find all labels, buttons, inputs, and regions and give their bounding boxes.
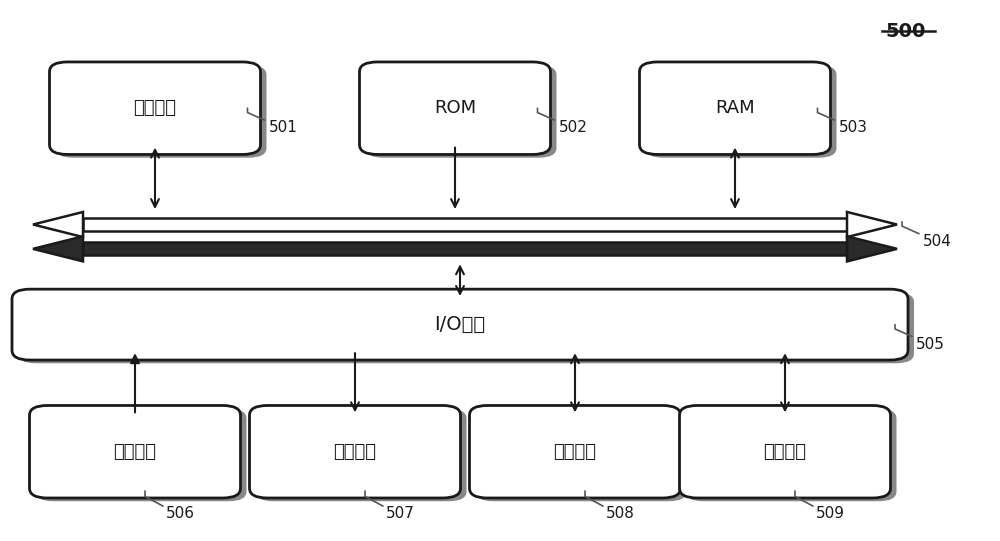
Polygon shape	[847, 236, 897, 261]
Polygon shape	[33, 212, 83, 237]
Polygon shape	[33, 236, 83, 261]
Text: 508: 508	[606, 506, 635, 521]
FancyBboxPatch shape	[646, 65, 836, 158]
Text: 502: 502	[558, 120, 587, 135]
Text: 504: 504	[923, 234, 952, 249]
FancyBboxPatch shape	[680, 406, 891, 498]
FancyBboxPatch shape	[56, 65, 266, 158]
FancyBboxPatch shape	[249, 406, 460, 498]
Text: 506: 506	[166, 506, 195, 521]
FancyBboxPatch shape	[30, 406, 241, 498]
Text: RAM: RAM	[715, 99, 755, 117]
FancyBboxPatch shape	[476, 409, 686, 501]
Text: I/O接口: I/O接口	[434, 315, 486, 334]
Text: 通信装置: 通信装置	[764, 443, 806, 461]
Bar	[83, 242, 847, 255]
Text: 509: 509	[816, 506, 845, 521]
Bar	[83, 218, 847, 231]
Text: 500: 500	[885, 22, 925, 41]
Text: 501: 501	[268, 120, 297, 135]
FancyBboxPatch shape	[360, 62, 550, 155]
Text: 输入装置: 输入装置	[114, 443, 156, 461]
Text: 505: 505	[916, 337, 945, 352]
FancyBboxPatch shape	[686, 409, 896, 501]
Polygon shape	[847, 212, 897, 237]
Text: ROM: ROM	[434, 99, 476, 117]
FancyBboxPatch shape	[36, 409, 246, 501]
FancyBboxPatch shape	[50, 62, 260, 155]
Text: 输出装置: 输出装置	[334, 443, 376, 461]
Text: 503: 503	[838, 120, 868, 135]
Text: 处理装置: 处理装置	[134, 99, 176, 117]
FancyBboxPatch shape	[18, 292, 914, 364]
FancyBboxPatch shape	[12, 289, 908, 360]
Text: 507: 507	[386, 506, 415, 521]
Text: 存储装置: 存储装置	[554, 443, 596, 461]
FancyBboxPatch shape	[366, 65, 556, 158]
FancyBboxPatch shape	[470, 406, 680, 498]
FancyBboxPatch shape	[640, 62, 830, 155]
FancyBboxPatch shape	[255, 409, 466, 501]
